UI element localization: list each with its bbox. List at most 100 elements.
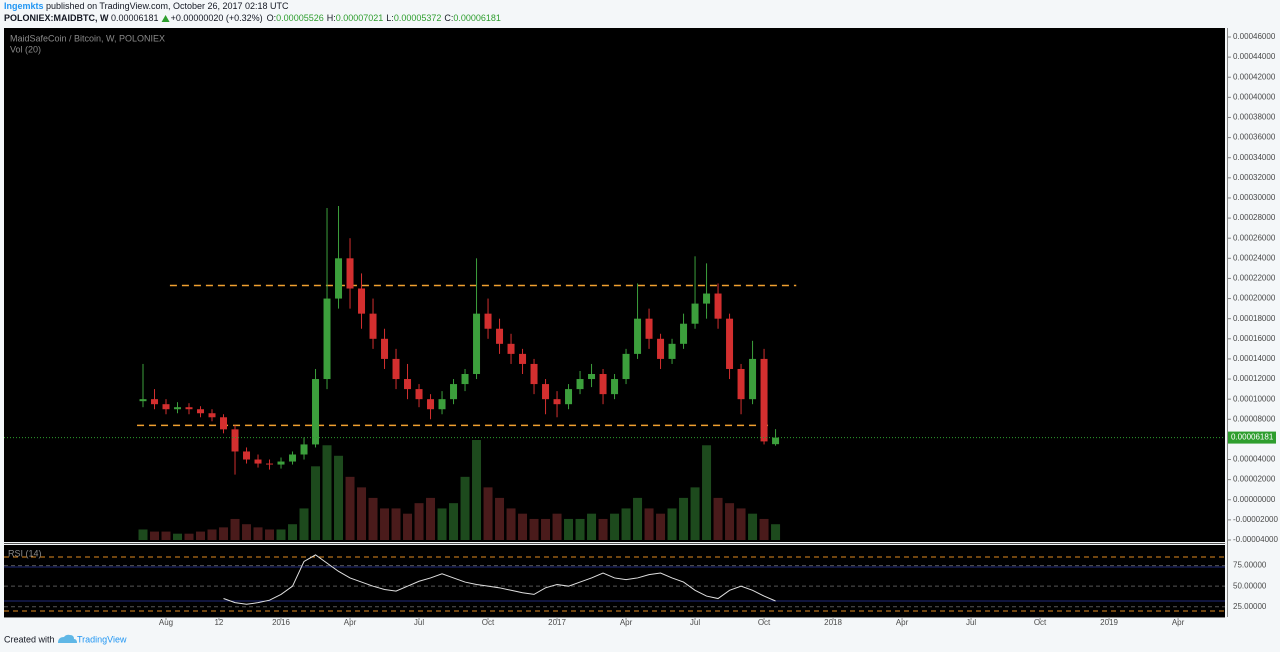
x-tick-label: Apr (344, 618, 357, 627)
candle-body (749, 358, 757, 400)
candle-body (622, 353, 630, 380)
volume-bar (403, 513, 413, 540)
y-tick-label: 0.00046000 (1233, 32, 1276, 41)
volume-bar (587, 513, 597, 540)
volume-bar (541, 518, 551, 540)
y-tick-label: 0.00008000 (1233, 414, 1276, 423)
up-arrow-icon (161, 15, 170, 22)
y-tick-label: 0.00038000 (1233, 113, 1276, 122)
y-tick-label: 0.00000000 (1233, 495, 1276, 504)
candle-body (427, 399, 435, 410)
candle-body (381, 338, 389, 359)
ohlc-value: 0.00006181 (453, 13, 501, 23)
volume-bar (460, 476, 470, 540)
volume-bar (656, 513, 666, 540)
volume-bar (288, 524, 298, 540)
rsi-tick-label: 75.00000 (1233, 561, 1267, 570)
last-price-box (1228, 431, 1276, 444)
ohlc-label: O: (267, 13, 277, 23)
volume-bar (265, 529, 275, 540)
candle-body (519, 353, 527, 364)
x-tick-label: Apr (620, 618, 633, 627)
candle-body (714, 293, 722, 319)
candle-body (151, 399, 159, 405)
volume-bar (702, 445, 712, 540)
volume-bar (230, 518, 240, 540)
candle-body (266, 463, 274, 465)
candle-body (174, 407, 182, 410)
y-tick-label: 0.00016000 (1233, 334, 1276, 343)
y-tick-label: -0.00004000 (1233, 535, 1278, 544)
volume-label: Vol (20) (10, 44, 41, 54)
y-tick-label: 0.00036000 (1233, 133, 1276, 142)
price: 0.00006181 (111, 13, 159, 23)
candle-body (254, 459, 262, 464)
y-tick-label: 0.00018000 (1233, 314, 1276, 323)
candle-body (737, 368, 745, 400)
x-tick-label: 2016 (272, 618, 290, 627)
x-tick-label: Apr (896, 618, 909, 627)
candle-body (461, 374, 469, 385)
volume-bar (449, 503, 459, 540)
y-tick-label: 0.00028000 (1233, 213, 1276, 222)
y-tick-label: 0.00020000 (1233, 294, 1276, 303)
candle-body (300, 444, 308, 455)
volume-bar (299, 508, 309, 540)
candle-body (703, 293, 711, 304)
candle-body (346, 258, 354, 289)
volume-bar (621, 508, 631, 540)
volume-bar (437, 508, 447, 540)
ohlc-value: 0.00007021 (336, 13, 384, 23)
candle-body (634, 318, 642, 354)
candle-body (312, 379, 320, 445)
ohlc-label: C: (444, 13, 453, 23)
candle-body (553, 399, 561, 405)
candle-body (335, 258, 343, 299)
volume-bar (564, 518, 574, 540)
candle-body (415, 389, 423, 400)
volume-bar (483, 487, 493, 540)
footer-brand[interactable]: TradingView (77, 634, 127, 644)
header-line: Ingemkts published on TradingView.com, O… (4, 1, 289, 11)
candle-body (542, 384, 550, 400)
y-tick-label: 0.00022000 (1233, 274, 1276, 283)
volume-bar (575, 518, 585, 540)
change: +0.00000020 (+0.32%) (171, 13, 263, 23)
volume-bar (748, 513, 758, 540)
volume-bar (334, 455, 344, 540)
x-tick-label: 2017 (548, 618, 566, 627)
volume-bar (311, 466, 321, 540)
candle-body (726, 318, 734, 369)
candle-body (645, 318, 653, 339)
volume-bar (667, 508, 677, 540)
tradingview-logo[interactable] (58, 634, 77, 643)
candle-body (231, 429, 239, 452)
y-tick-label: 0.00034000 (1233, 153, 1276, 162)
candle-body (484, 313, 492, 329)
volume-bar (276, 529, 286, 540)
candle-body (185, 407, 193, 410)
volume-bar (472, 440, 482, 540)
y-tick-label: 0.00040000 (1233, 92, 1276, 101)
ohlc-value: 0.00005372 (394, 13, 442, 23)
volume-bar (529, 518, 539, 540)
chart-title: MaidSafeCoin / Bitcoin, W, POLONIEX (10, 33, 165, 43)
candle-body (565, 389, 573, 405)
volume-bar (368, 497, 378, 540)
volume-bar (184, 533, 194, 540)
volume-bar (242, 524, 252, 540)
volume-bar (161, 531, 171, 540)
y-tick-label: 0.00024000 (1233, 253, 1276, 262)
candle-body (657, 338, 665, 359)
volume-bar (207, 529, 217, 540)
last-price-label: 0.00006181 (1231, 433, 1274, 442)
volume-bar (253, 527, 263, 540)
volume-bar (771, 524, 781, 540)
candle-body (438, 399, 446, 410)
candle-body (289, 454, 297, 462)
y-tick-label: 0.00012000 (1233, 374, 1276, 383)
candle-body (208, 413, 216, 418)
y-tick-label: 0.00032000 (1233, 173, 1276, 182)
